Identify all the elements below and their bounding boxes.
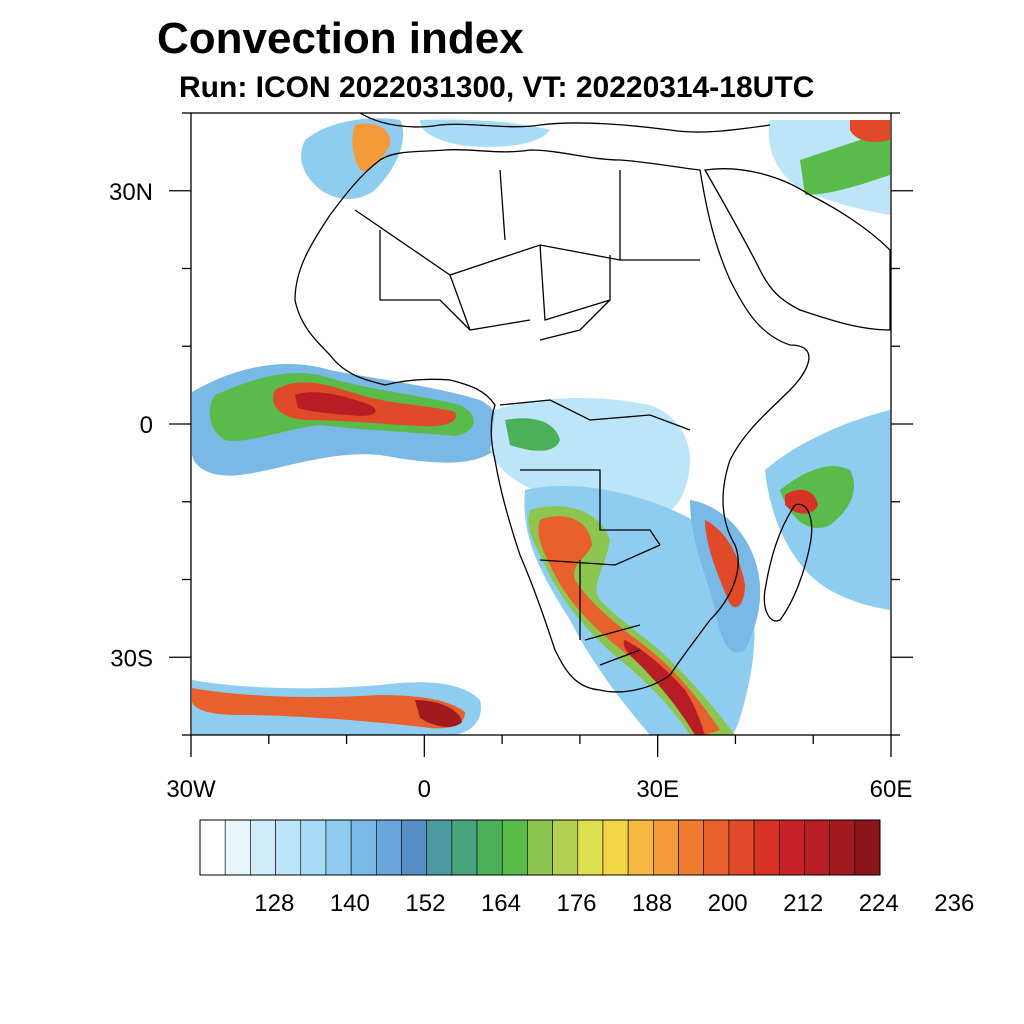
x-tick-label: 0 [418, 776, 431, 803]
colorbar-bin [199, 819, 226, 876]
colorbar-bin [325, 819, 352, 876]
colorbar-bin [476, 819, 503, 876]
field-satl-core [192, 688, 465, 729]
field-sa-peak [623, 640, 705, 735]
colorbar-bin [451, 819, 478, 876]
colorbar-bin [678, 819, 705, 876]
colorbar: 128 140 152 164 176 188 200 212 224 236 [199, 819, 974, 917]
colorbar-bin [250, 819, 276, 876]
colorbar-bin [224, 819, 251, 876]
colorbar-bin [829, 819, 856, 876]
colorbar-label: 176 [556, 890, 596, 917]
colorbar-label: 212 [783, 890, 823, 917]
colorbar-bin [854, 819, 881, 876]
colorbar-bin [804, 819, 830, 876]
colorbar-bin [375, 819, 402, 876]
colorbar-label: 200 [708, 890, 748, 917]
axis-ticks: 30W 0 30E 60E 30N 0 30S [109, 112, 913, 803]
colorbar-bin [300, 819, 327, 876]
field-congo-core [505, 418, 560, 451]
colorbar-bin [275, 819, 302, 876]
y-tick-label: 30S [110, 645, 153, 672]
field-gulf-core [800, 130, 890, 195]
colorbar-bin [501, 819, 528, 876]
x-tick-label: 60E [870, 776, 913, 803]
colorbar-frame [199, 819, 881, 876]
colorbar-bin [577, 819, 604, 876]
colorbar-bin [426, 819, 453, 876]
colorbar-bin [401, 819, 427, 876]
x-tick-label: 30E [636, 776, 679, 803]
field-atlantic-peak [295, 392, 376, 416]
y-tick-label: 30N [109, 179, 153, 206]
colorbar-bin [527, 819, 553, 876]
field-satl-peak [415, 700, 462, 727]
field-gulf-max [850, 120, 890, 142]
colorbar-bin [753, 819, 780, 876]
colorbar-bin [627, 819, 654, 876]
colorbar-bin [653, 819, 679, 876]
field-moz-core [705, 520, 745, 608]
colorbar-label: 224 [859, 890, 899, 917]
madagascar-coast [763, 503, 813, 622]
colorbar-label: 236 [934, 890, 974, 917]
chart-subtitle: Run: ICON 2022031300, VT: 20220314-18UTC [179, 71, 815, 104]
colorbar-label: 188 [632, 890, 672, 917]
coastlines [294, 113, 891, 693]
x-tick-label: 30W [166, 776, 216, 803]
colorbar-bin [350, 819, 377, 876]
colorbar-bin [703, 819, 730, 876]
colorbar-bin [728, 819, 755, 876]
chart-title: Convection index [157, 14, 524, 63]
colorbar-bin [552, 819, 579, 876]
arabia-coast [703, 168, 891, 331]
colorbar-bin [602, 819, 629, 876]
colorbar-bin [778, 819, 805, 876]
borders [354, 169, 700, 666]
colorbar-label: 164 [481, 890, 521, 917]
colorbar-label: 128 [254, 890, 294, 917]
colorbar-label: 140 [330, 890, 370, 917]
africa-coast [294, 148, 810, 693]
y-tick-label: 0 [140, 412, 153, 439]
field-med [420, 119, 550, 147]
europe-coast [359, 113, 771, 133]
convection-field [192, 118, 890, 735]
colorbar-label: 152 [405, 890, 445, 917]
